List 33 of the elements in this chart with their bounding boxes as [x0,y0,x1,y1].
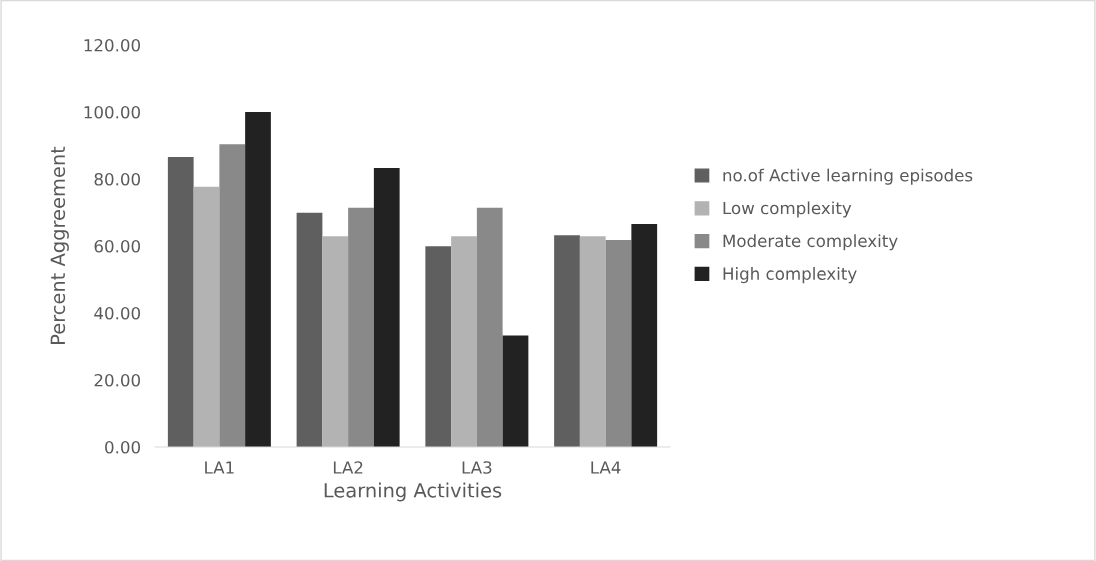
y-tick-label: 100.00 [84,105,140,119]
bar [373,167,400,447]
bar [193,186,220,447]
bar [348,207,374,447]
legend-label: Moderate complexity [723,234,898,251]
y-tick-label: 60.00 [94,239,140,253]
bar [245,112,271,447]
bar [476,207,503,447]
bar [167,156,194,447]
y-axis-title: Percent Aggreement [50,146,69,344]
y-tick-label: 120.00 [84,38,140,52]
x-axis-title: Learning Activities [324,482,502,502]
x-tick-label: LA1 [205,461,234,474]
x-tick-label: LA3 [462,461,492,474]
legend-label: Low complexity [723,201,852,218]
bar [296,212,323,447]
bar [425,246,452,447]
y-tick-label: 20.00 [94,373,140,387]
bar [451,236,477,447]
bar [219,144,246,447]
y-tick-label: 80.00 [94,172,140,186]
x-tick-label: LA4 [591,461,621,474]
bar [554,235,580,447]
y-tick-label: 0.00 [105,440,140,454]
bar [322,236,349,447]
bar [502,335,529,447]
x-tick-label: LA2 [333,461,363,474]
bar [631,223,658,447]
y-tick-label: 40.00 [94,306,140,320]
bar [579,236,606,447]
bar [605,239,632,447]
legend-label: High complexity [723,267,857,284]
legend-label: no.of Active learning episodes [723,168,973,185]
